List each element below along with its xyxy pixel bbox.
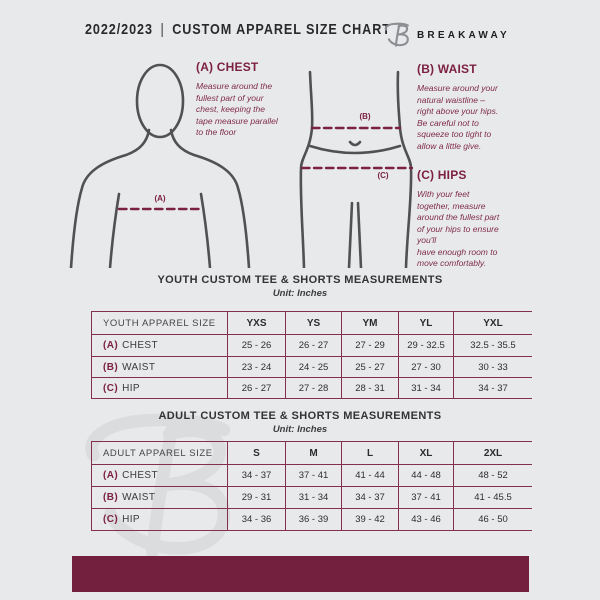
apparel-size-label-header: YOUTH APPAREL SIZE xyxy=(92,311,227,334)
measure-row-name: WAIST xyxy=(122,492,156,503)
breakaway-b-logo-icon xyxy=(384,22,409,47)
size-range-cell: 37 - 41 xyxy=(285,464,341,486)
size-range-cell: 34 - 37 xyxy=(227,464,285,486)
hips-guide: (C) HIPS With your feet together, measur… xyxy=(417,168,537,270)
measure-row-label: (A) CHEST xyxy=(92,464,227,486)
measure-row-name: HIP xyxy=(122,514,140,525)
measure-row-prefix: (B) xyxy=(103,361,119,373)
size-range-cell: 24 - 25 xyxy=(285,356,341,377)
size-range-cell: 34 - 37 xyxy=(453,377,532,398)
measure-row-prefix: (B) xyxy=(103,492,119,503)
waist-guide-text: Measure around your natural waistline – … xyxy=(417,83,499,151)
size-range-cell: 27 - 28 xyxy=(285,377,341,398)
measure-row-prefix: (C) xyxy=(103,514,119,525)
page-title: 2022/2023 | CUSTOM APPAREL SIZE CHART xyxy=(85,21,391,38)
size-column-header: 2XL xyxy=(453,441,532,464)
chest-marker-label: (A) xyxy=(154,194,166,203)
size-range-cell: 36 - 39 xyxy=(285,508,341,530)
measure-row-label: (B) WAIST xyxy=(92,486,227,508)
youth-unit-label: Unit: Inches xyxy=(272,288,328,299)
footer-bar xyxy=(72,556,529,592)
size-column-header: XL xyxy=(398,441,453,464)
youth-section-title: YOUTH CUSTOM TEE & SHORTS MEASUREMENTS xyxy=(157,274,443,286)
chest-guide: (A) CHEST Measure around the fullest par… xyxy=(196,60,326,139)
size-range-cell: 29 - 32.5 xyxy=(398,334,453,356)
size-range-cell: 31 - 34 xyxy=(398,377,453,398)
size-range-cell: 25 - 26 xyxy=(227,334,285,356)
chest-guide-text: Measure around the fullest part of your … xyxy=(196,81,278,137)
size-range-cell: 41 - 45.5 xyxy=(453,486,532,508)
measure-row-name: WAIST xyxy=(122,361,156,373)
size-range-cell: 25 - 27 xyxy=(341,356,398,377)
size-column-header: YXL xyxy=(453,311,532,334)
size-range-cell: 32.5 - 35.5 xyxy=(453,334,532,356)
lower-body-diagram xyxy=(299,70,414,268)
measure-row-name: HIP xyxy=(122,382,140,394)
size-range-cell: 48 - 52 xyxy=(453,464,532,486)
size-range-cell: 30 - 33 xyxy=(453,356,532,377)
size-range-cell: 39 - 42 xyxy=(341,508,398,530)
youth-size-table: YOUTH APPAREL SIZE YXS YS YM YL YXL (A) CHEST 25… xyxy=(91,311,532,399)
measure-row-label: (C) HIP xyxy=(92,508,227,530)
apparel-size-label-header: ADULT APPAREL SIZE xyxy=(92,441,227,464)
size-column-header: YM xyxy=(341,311,398,334)
torso-diagram xyxy=(69,63,251,268)
size-range-cell: 31 - 34 xyxy=(285,486,341,508)
size-column-header: S xyxy=(227,441,285,464)
size-range-cell: 46 - 50 xyxy=(453,508,532,530)
measure-row-name: CHEST xyxy=(122,470,158,481)
waist-guide: (B) WAIST Measure around your natural wa… xyxy=(417,62,535,152)
breakaway-b-watermark-icon xyxy=(85,413,231,559)
size-column-header: L xyxy=(341,441,398,464)
hips-guide-text: With your feet together, measure around … xyxy=(417,189,500,268)
brand-name: BREAKAWAY xyxy=(417,30,510,41)
size-range-cell: 27 - 30 xyxy=(398,356,453,377)
size-range-cell: 29 - 31 xyxy=(227,486,285,508)
chest-guide-heading: (A) CHEST xyxy=(196,60,259,74)
size-column-header: M xyxy=(285,441,341,464)
size-range-cell: 26 - 27 xyxy=(227,377,285,398)
page-title-text: CUSTOM APPAREL SIZE CHART xyxy=(172,21,391,38)
size-range-cell: 44 - 48 xyxy=(398,464,453,486)
adult-section-title: ADULT CUSTOM TEE & SHORTS MEASUREMENTS xyxy=(158,410,442,422)
measure-row-prefix: (A) xyxy=(103,470,119,481)
measure-row-name: CHEST xyxy=(122,340,158,351)
size-range-cell: 34 - 37 xyxy=(341,486,398,508)
measure-row-prefix: (A) xyxy=(103,340,119,351)
adult-size-table: ADULT APPAREL SIZE S M L XL 2XL (A) CHEST 34 - 3… xyxy=(91,441,532,531)
size-range-cell: 27 - 29 xyxy=(341,334,398,356)
hips-guide-heading: (C) HIPS xyxy=(417,168,467,182)
size-range-cell: 41 - 44 xyxy=(341,464,398,486)
waist-guide-heading: (B) WAIST xyxy=(417,62,477,76)
hips-marker-label: (C) xyxy=(377,171,389,180)
size-range-cell: 23 - 24 xyxy=(227,356,285,377)
size-range-cell: 28 - 31 xyxy=(341,377,398,398)
measure-row-label: (C) HIP xyxy=(92,377,227,398)
measure-row-label: (B) WAIST xyxy=(92,356,227,377)
size-range-cell: 34 - 36 xyxy=(227,508,285,530)
waist-marker-label: (B) xyxy=(359,112,371,121)
size-range-cell: 43 - 46 xyxy=(398,508,453,530)
adult-unit-label: Unit: Inches xyxy=(272,424,328,435)
size-range-cell: 37 - 41 xyxy=(398,486,453,508)
size-column-header: YL xyxy=(398,311,453,334)
page-title-separator: | xyxy=(160,21,165,38)
size-column-header: YXS xyxy=(227,311,285,334)
size-range-cell: 26 - 27 xyxy=(285,334,341,356)
measure-row-label: (A) CHEST xyxy=(92,334,227,356)
size-column-header: YS xyxy=(285,311,341,334)
page-title-year: 2022/2023 xyxy=(85,21,153,38)
measure-row-prefix: (C) xyxy=(103,382,119,394)
